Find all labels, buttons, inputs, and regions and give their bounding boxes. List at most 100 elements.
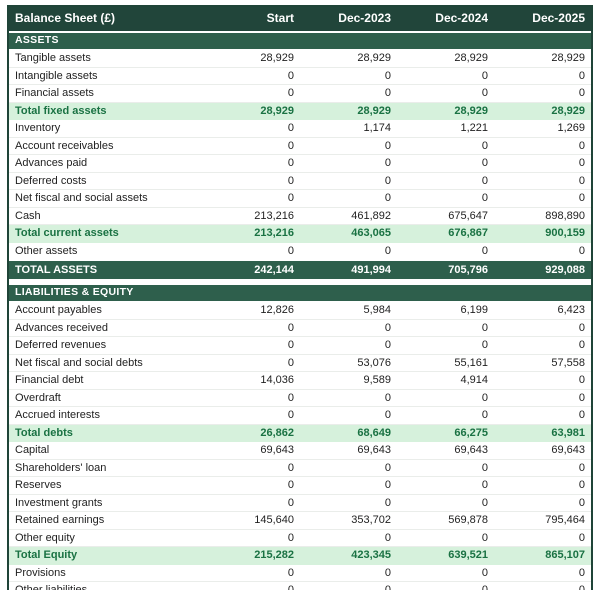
row-value: 0 — [203, 319, 300, 337]
row-value: 6,199 — [397, 301, 494, 320]
row-value: 0 — [494, 67, 591, 85]
row-value: 5,984 — [300, 301, 397, 320]
table-row: Reserves 0 0 0 0 — [9, 476, 591, 495]
row-value: 0 — [397, 137, 494, 155]
row-value: 0 — [494, 172, 591, 190]
row-value: 0 — [203, 406, 300, 425]
row-value: 929,088 — [494, 259, 591, 279]
row-value: 0 — [494, 154, 591, 173]
row-value: 0 — [203, 119, 300, 138]
row-value: 0 — [397, 319, 494, 337]
row-value: 28,929 — [494, 102, 591, 120]
row-value: 0 — [494, 564, 591, 582]
table-row: Net fiscal and social debts 0 53,076 55,161… — [9, 354, 591, 372]
row-label: Tangible assets — [9, 49, 203, 68]
table-row: Cash 213,216 461,892 675,647 898,890 — [9, 207, 591, 225]
row-value: 0 — [203, 564, 300, 582]
table-title: Balance Sheet (£) — [9, 7, 203, 33]
row-value: 865,107 — [494, 546, 591, 565]
row-value: 0 — [494, 371, 591, 390]
row-value: 0 — [397, 494, 494, 512]
row-value: 0 — [494, 581, 591, 590]
subtotal-row: Total current assets 213,216 463,065 676,86… — [9, 224, 591, 243]
section-gap — [9, 279, 591, 284]
row-value: 0 — [300, 67, 397, 85]
table-row: Account payables 12,826 5,984 6,199 6,423 — [9, 301, 591, 320]
row-value: 69,643 — [203, 441, 300, 460]
row-value: 53,076 — [300, 354, 397, 372]
table-row: Intangible assets 0 0 0 0 — [9, 67, 591, 85]
row-value: 0 — [203, 189, 300, 208]
row-value: 0 — [397, 67, 494, 85]
row-value: 0 — [494, 189, 591, 208]
row-label: Shareholders' loan — [9, 459, 203, 477]
row-value: 68,649 — [300, 424, 397, 442]
table-row: Account receivables 0 0 0 0 — [9, 137, 591, 155]
row-label: Total debts — [9, 424, 203, 442]
row-value: 0 — [494, 242, 591, 261]
row-value: 0 — [397, 476, 494, 495]
table-row: Provisions 0 0 0 0 — [9, 564, 591, 582]
row-value: 0 — [203, 154, 300, 173]
table-row: Financial debt 14,036 9,589 4,914 0 — [9, 371, 591, 390]
section-band: LIABILITIES & EQUITY — [9, 283, 591, 302]
row-value: 0 — [203, 581, 300, 590]
row-value: 0 — [203, 242, 300, 261]
column-header-start: Start — [203, 7, 300, 33]
row-value: 0 — [397, 84, 494, 103]
row-value: 0 — [300, 564, 397, 582]
row-value: 28,929 — [203, 102, 300, 120]
table-row: Tangible assets 28,929 28,929 28,929 28,929 — [9, 49, 591, 68]
grand-total-row: TOTAL ASSETS 242,144 491,994 705,796 929,088 — [9, 259, 591, 279]
table-row: Advances received 0 0 0 0 — [9, 319, 591, 337]
row-value: 0 — [300, 137, 397, 155]
row-value: 491,994 — [300, 259, 397, 279]
table-row: Other liabilities0000 — [9, 581, 591, 590]
row-value: 0 — [203, 137, 300, 155]
header-row: Balance Sheet (£) Start Dec-2023 Dec-202… — [9, 7, 591, 33]
row-value: 795,464 — [494, 511, 591, 530]
row-value: 55,161 — [397, 354, 494, 372]
row-value: 1,221 — [397, 119, 494, 138]
row-value: 1,269 — [494, 119, 591, 138]
row-value: 0 — [397, 154, 494, 173]
row-value: 676,867 — [397, 224, 494, 243]
row-label: Total current assets — [9, 224, 203, 243]
row-value: 0 — [300, 84, 397, 103]
row-value: 0 — [300, 336, 397, 355]
row-value: 28,929 — [397, 102, 494, 120]
row-label: Investment grants — [9, 494, 203, 512]
row-value: 675,647 — [397, 207, 494, 225]
table-row: Financial assets 0 0 0 0 — [9, 84, 591, 103]
row-value: 423,345 — [300, 546, 397, 565]
row-label: Capital — [9, 441, 203, 460]
row-label: Advances received — [9, 319, 203, 337]
row-value: 0 — [300, 389, 397, 407]
section-band: ASSETS — [9, 31, 591, 50]
row-value: 66,275 — [397, 424, 494, 442]
row-value: 0 — [494, 389, 591, 407]
row-value: 14,036 — [203, 371, 300, 390]
row-value: 0 — [397, 564, 494, 582]
row-value: 0 — [300, 406, 397, 425]
row-value: 0 — [494, 459, 591, 477]
row-label: Other equity — [9, 529, 203, 547]
row-label: Advances paid — [9, 154, 203, 173]
table-row: Deferred costs 0 0 0 0 — [9, 172, 591, 190]
row-value: 353,702 — [300, 511, 397, 530]
subtotal-row: Total fixed assets 28,929 28,929 28,929 28,9… — [9, 102, 591, 120]
row-value: 0 — [397, 336, 494, 355]
row-value: 0 — [300, 319, 397, 337]
row-value: 0 — [203, 336, 300, 355]
row-label: Cash — [9, 207, 203, 225]
row-value: 0 — [397, 406, 494, 425]
row-value: 0 — [300, 581, 397, 590]
table-row: Advances paid 0 0 0 0 — [9, 154, 591, 173]
row-value: 28,929 — [397, 49, 494, 68]
row-value: 0 — [203, 494, 300, 512]
row-value: 0 — [203, 529, 300, 547]
row-value: 28,929 — [203, 49, 300, 68]
row-value: 0 — [203, 172, 300, 190]
row-value: 0 — [397, 389, 494, 407]
row-value: 145,640 — [203, 511, 300, 530]
